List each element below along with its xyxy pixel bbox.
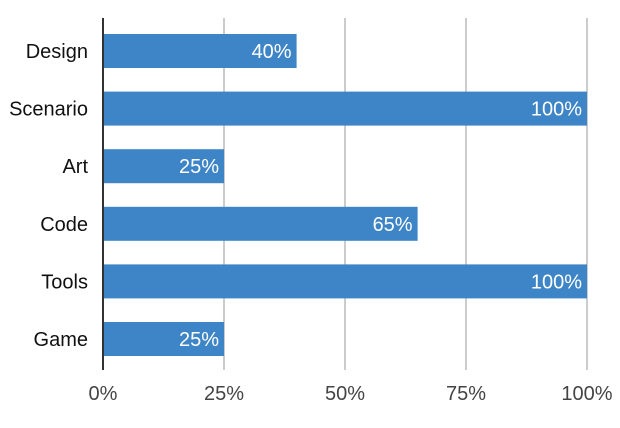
bar-tools <box>103 264 587 299</box>
x-tick-label-100: 100% <box>561 383 612 405</box>
category-label-tools: Tools <box>41 271 88 293</box>
data-labels: 40% 100% 25% 65% 100% 25% <box>179 41 582 351</box>
bar-design <box>103 34 297 68</box>
bar-art <box>103 149 224 184</box>
category-labels: Design Scenario Art Code Tools Game <box>9 41 88 351</box>
bars <box>103 34 587 356</box>
x-tick-label-25: 25% <box>204 383 244 405</box>
x-gridlines <box>223 18 588 370</box>
category-label-art: Art <box>62 156 88 178</box>
bar-game <box>103 322 224 356</box>
category-label-code: Code <box>40 214 88 236</box>
data-label-code: 65% <box>373 214 413 236</box>
x-tick-label-0: 0% <box>89 383 118 405</box>
x-tick-label-50: 50% <box>325 383 365 405</box>
x-tick-label-75: 75% <box>446 383 486 405</box>
data-label-game: 25% <box>179 329 219 351</box>
data-label-tools: 100% <box>531 271 582 293</box>
category-label-scenario: Scenario <box>9 99 88 121</box>
category-label-game: Game <box>34 329 88 351</box>
bar-scenario <box>103 91 587 126</box>
category-label-design: Design <box>26 41 88 63</box>
data-label-scenario: 100% <box>531 99 582 121</box>
bar-code <box>103 206 418 241</box>
data-label-art: 25% <box>179 156 219 178</box>
data-label-design: 40% <box>252 41 292 63</box>
x-tick-labels: 0% 25% 50% 75% 100% <box>89 383 613 405</box>
